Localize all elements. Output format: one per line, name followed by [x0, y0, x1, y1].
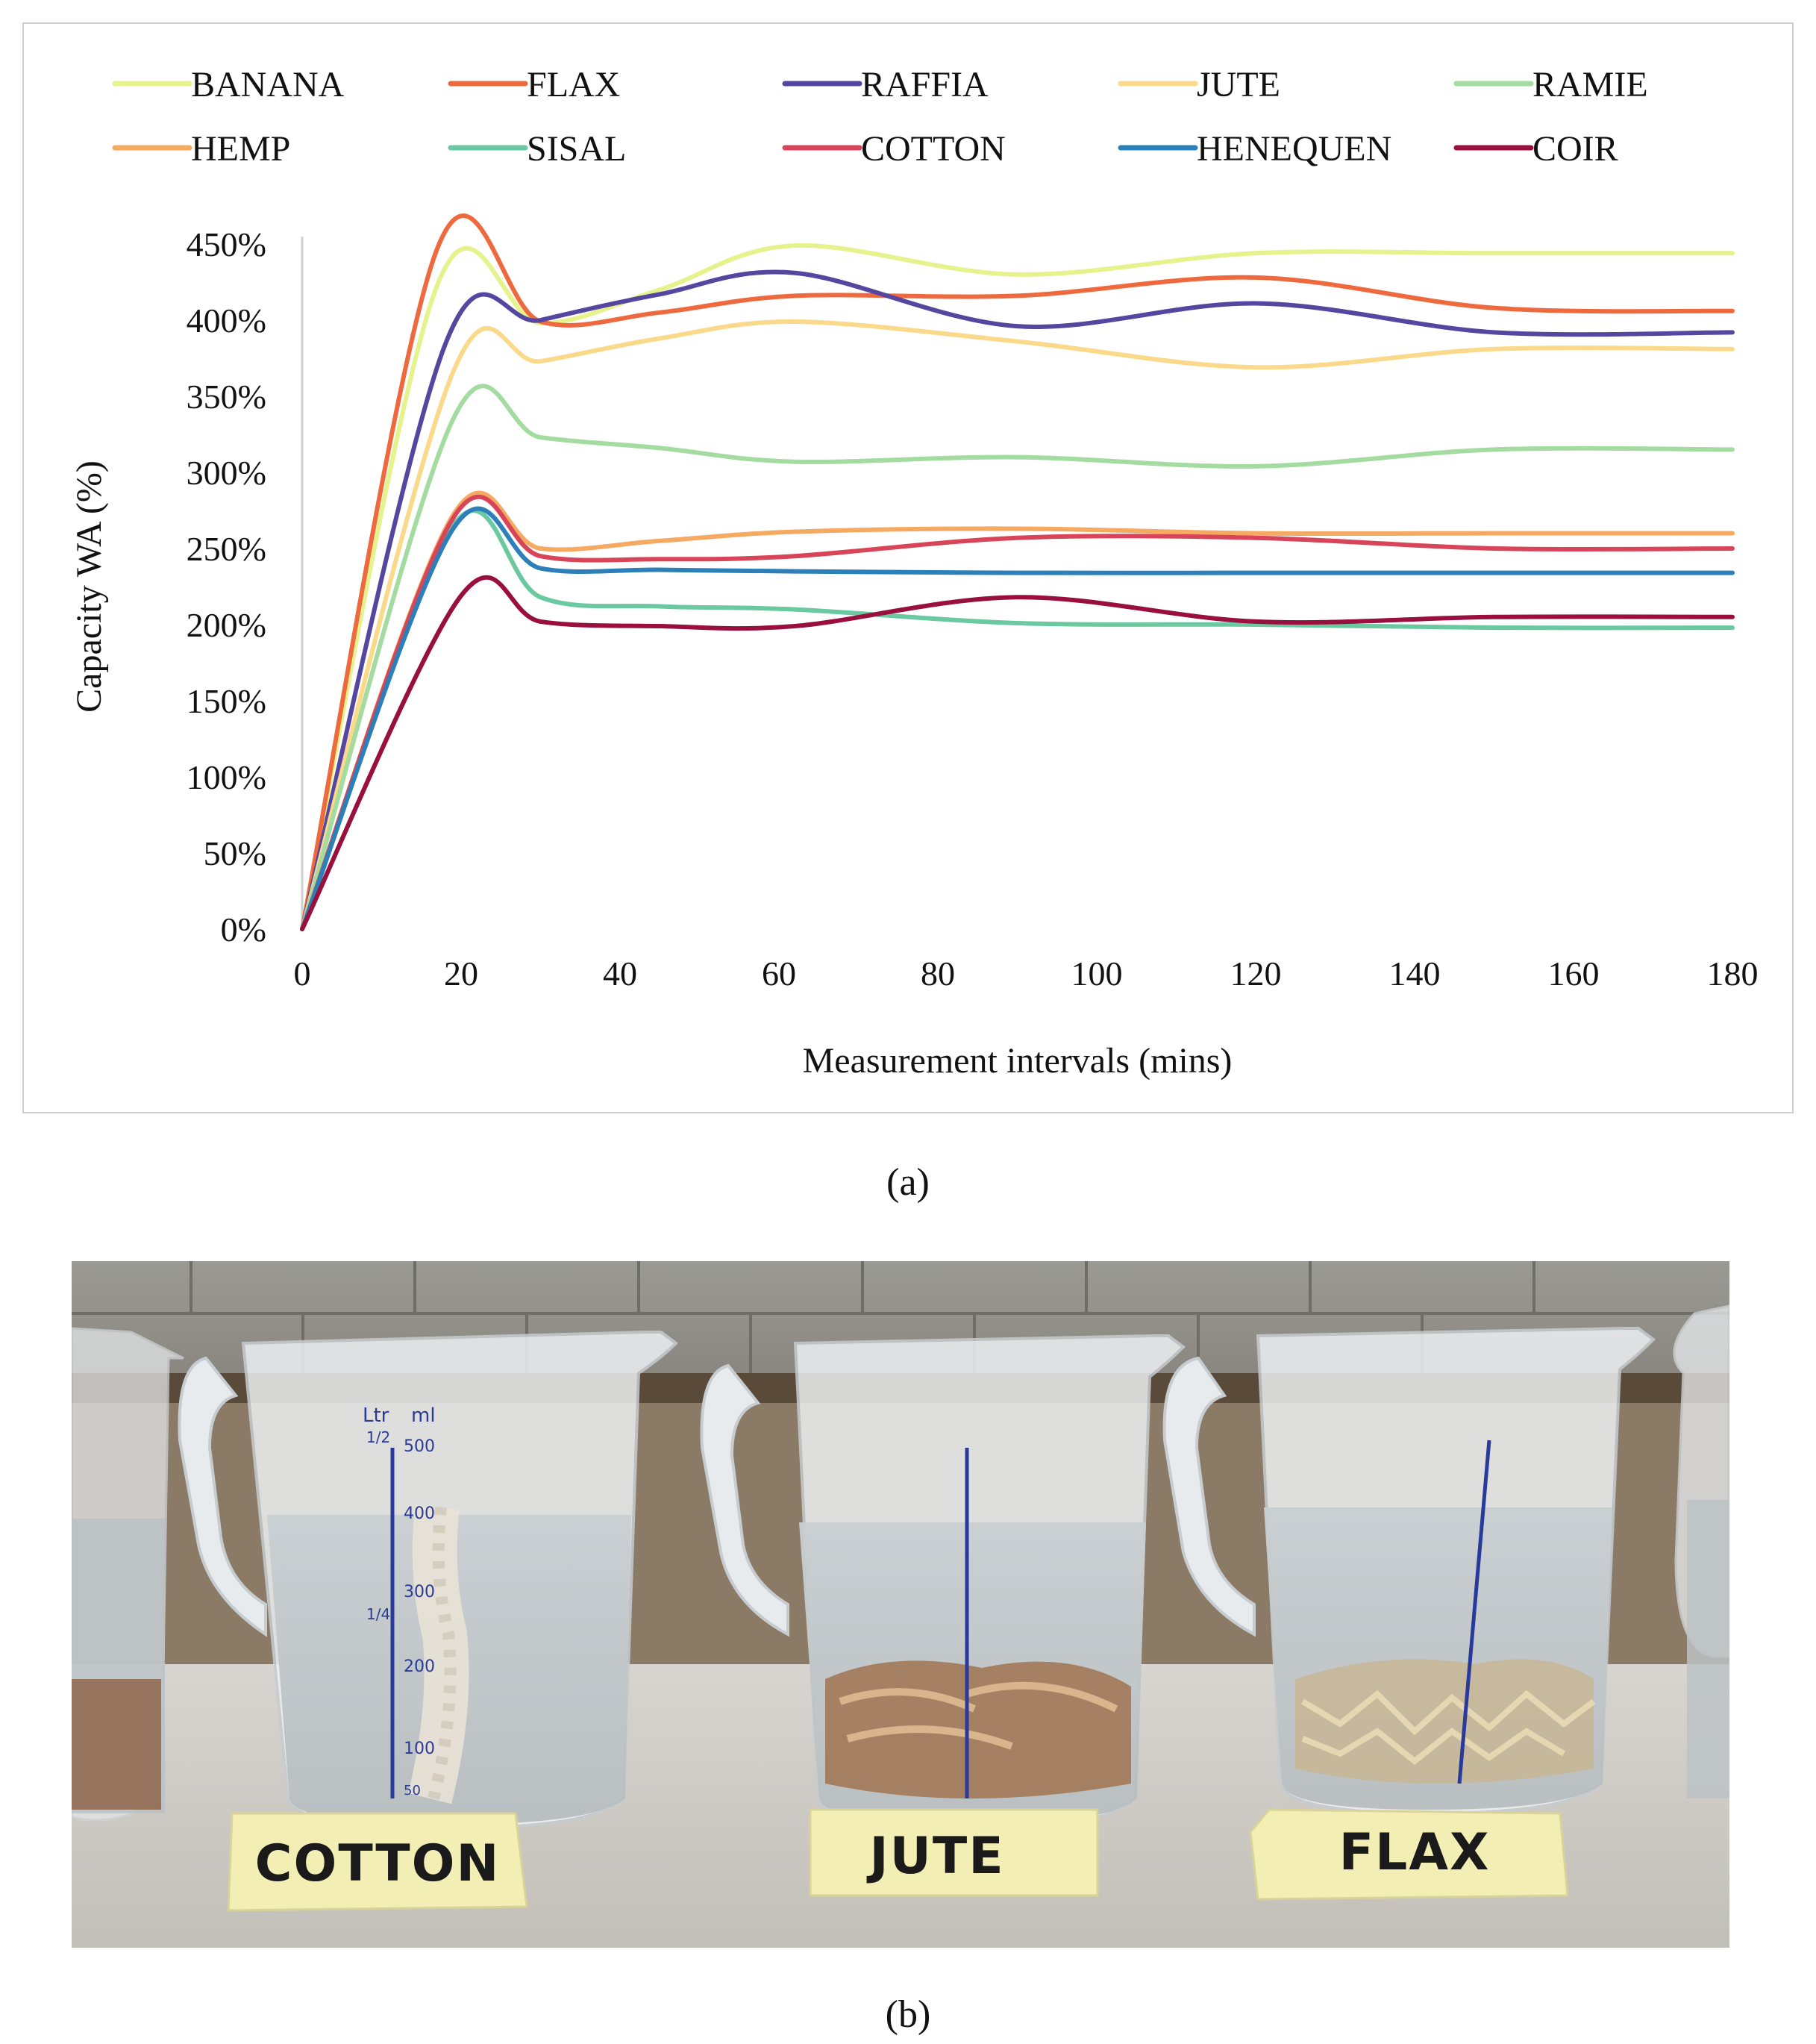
series-line-raffia	[300, 269, 1735, 931]
series-line-banana	[300, 243, 1735, 931]
series-line-henequen	[300, 506, 1735, 931]
legend-label-hemp: HEMP	[191, 129, 290, 169]
legend-label-jute: JUTE	[1197, 65, 1280, 104]
legend-label-raffia: RAFFIA	[861, 65, 989, 104]
y-tick-label: 0%	[221, 910, 266, 948]
y-tick-label: 250%	[187, 530, 266, 568]
jug-jute	[700, 1334, 1186, 1831]
tag-cotton-label: COTTON	[255, 1834, 501, 1893]
jug-quarter-mark: 1/4	[366, 1605, 390, 1623]
tag-flax: FLAX	[1249, 1808, 1569, 1901]
x-tick-label: 120	[1230, 954, 1282, 993]
legend-label-flax: FLAX	[527, 65, 620, 104]
line-chart: 0% 50% 100% 150% 200% 250% 300% 350% 400% 450% 0 20…	[69, 65, 1759, 1081]
jug-mark-200: 200	[404, 1657, 435, 1676]
legend-label-henequen: HENEQUEN	[1197, 129, 1391, 169]
jug-cotton	[178, 1331, 679, 1831]
jug-partial-right	[1673, 1304, 1729, 1798]
series-line-coir	[300, 575, 1735, 931]
legend-label-sisal: SISAL	[527, 129, 626, 169]
x-tick-label: 180	[1707, 954, 1759, 993]
jug-photo: Ltr ml 1/2 500 400 1/4 300 200 100 50 CO…	[72, 1261, 1729, 1948]
x-tick-label: 80	[921, 954, 955, 993]
series-line-cotton	[300, 494, 1735, 931]
tag-jute-label: JUTE	[866, 1827, 1004, 1886]
jug-mark-300: 300	[404, 1583, 435, 1601]
jug-mark-400: 400	[404, 1504, 435, 1523]
x-tick-label: 0	[294, 954, 311, 993]
legend-label-banana: BANANA	[191, 65, 345, 104]
series-line-hemp	[300, 490, 1735, 931]
tag-jute: JUTE	[809, 1808, 1099, 1897]
series-line-ramie	[300, 384, 1735, 931]
jug-mark-500: 500	[404, 1437, 435, 1456]
y-tick-label: 300%	[187, 454, 266, 492]
x-tick-label: 60	[762, 954, 796, 993]
y-tick-label: 100%	[187, 758, 266, 796]
tag-flax-label: FLAX	[1339, 1823, 1491, 1882]
caption-a: (a)	[886, 1161, 930, 1204]
x-tick-label: 20	[444, 954, 478, 993]
jug-flax	[1162, 1327, 1656, 1816]
series-line-jute	[300, 319, 1735, 931]
jug-partial-left	[72, 1327, 184, 1822]
x-tick-label: 160	[1548, 954, 1600, 993]
photo-panel: Ltr ml 1/2 500 400 1/4 300 200 100 50 CO…	[72, 1261, 1729, 1948]
jug-mark-50: 50	[404, 1783, 421, 1798]
y-tick-label: 400%	[187, 301, 266, 340]
caption-b: (b)	[885, 1993, 931, 2036]
jug-half-mark: 1/2	[366, 1428, 390, 1446]
legend-label-cotton: COTTON	[861, 129, 1006, 169]
y-axis-label: Capacity WA (%)	[69, 460, 109, 713]
jug-unit-ml: ml	[411, 1404, 436, 1427]
y-tick-label: 350%	[187, 378, 266, 416]
x-axis-label: Measurement intervals (mins)	[803, 1041, 1233, 1081]
y-tick-label: 150%	[187, 682, 266, 720]
legend-label-ramie: RAMIE	[1532, 65, 1648, 104]
y-tick-label: 200%	[187, 606, 266, 644]
tag-cotton: COTTON	[227, 1812, 528, 1912]
y-tick-label: 50%	[204, 834, 266, 872]
x-tick-label: 40	[603, 954, 637, 993]
jug-mark-100: 100	[404, 1740, 435, 1758]
jug-markings-cotton: Ltr ml 1/2 500 400 1/4 300 200 100 50	[363, 1404, 436, 1798]
x-tick-label: 100	[1071, 954, 1123, 993]
y-tick-label: 450%	[187, 225, 266, 263]
jug-unit-ltr: Ltr	[363, 1404, 389, 1427]
x-tick-label: 140	[1389, 954, 1441, 993]
legend-label-coir: COIR	[1532, 129, 1618, 169]
series-line-flax	[300, 213, 1735, 931]
chart-panel: 0% 50% 100% 150% 200% 250% 300% 350% 400% 450% 0 20…	[22, 22, 1794, 1113]
